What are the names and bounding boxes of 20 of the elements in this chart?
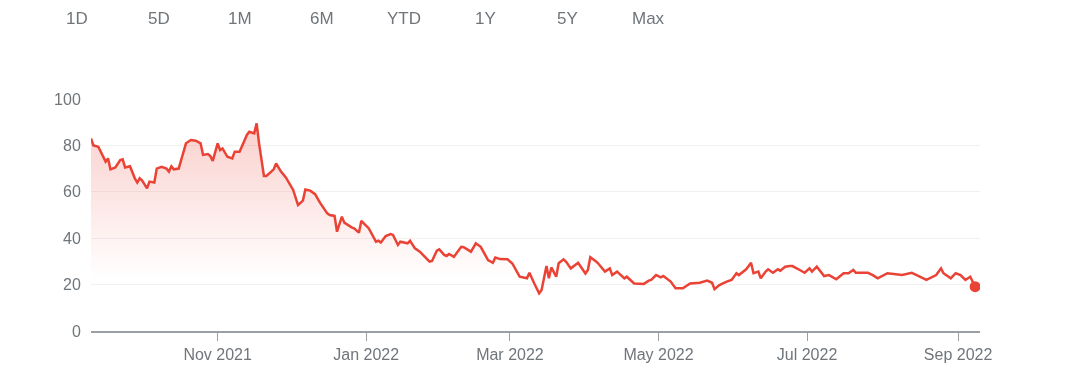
text: 6M (310, 9, 334, 28)
y-tick-label: 0 (71, 322, 81, 340)
y-tick-label: 80 (63, 137, 81, 154)
x-tick-label: Jul 2022 (776, 345, 838, 363)
y-tick-label: 20 (63, 276, 81, 294)
y-tick-label: 40 (63, 229, 81, 247)
text: YTD (387, 9, 421, 28)
text: 5D (148, 9, 170, 28)
y-tick-label: 60 (63, 183, 81, 201)
x-tick-label: Nov 2021 (183, 345, 252, 363)
text: 1D (66, 9, 88, 28)
x-tick-label: Sep 2022 (923, 345, 993, 363)
y-tick-label: 100 (54, 90, 81, 108)
text: 5Y (557, 9, 578, 28)
x-tick-label: Jan 2022 (333, 345, 400, 363)
x-tick-label: May 2022 (623, 345, 694, 363)
text: Max (632, 9, 665, 28)
text: 1Y (475, 9, 496, 28)
x-tick-label: Mar 2022 (476, 345, 544, 363)
text: 1M (228, 9, 252, 28)
